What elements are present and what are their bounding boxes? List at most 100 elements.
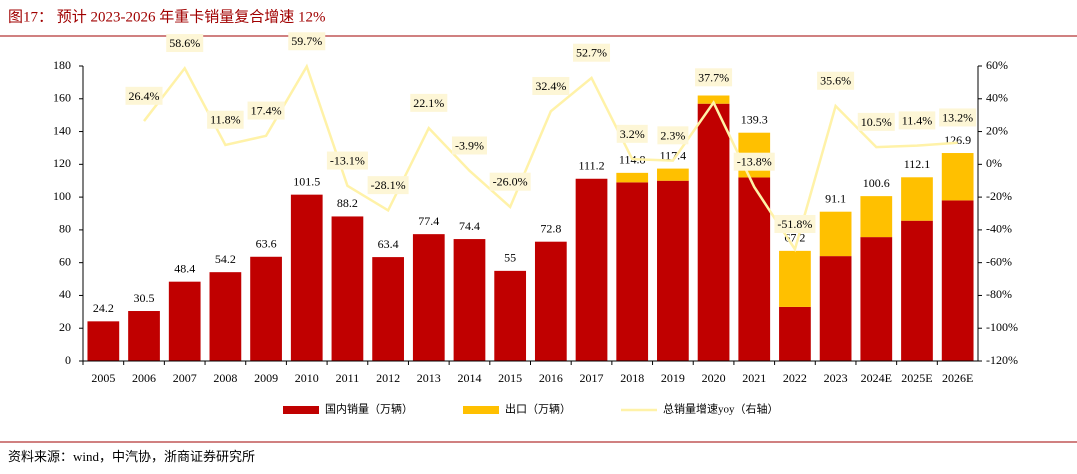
total-label: 48.4 [174,261,195,275]
yoy-label: 11.4% [902,113,933,127]
legend-swatch [463,406,499,414]
yoy-label: 35.6% [820,74,851,88]
x-tick-label: 2017 [580,371,604,385]
bar-segment [168,281,201,361]
x-tick-label: 2016 [539,371,563,385]
yoy-label: 13.2% [942,110,973,124]
yoy-label-box [410,93,448,112]
bar-segment [534,241,567,361]
bar-segment [290,194,323,361]
yoy-label: 26.4% [129,89,160,103]
bar-segment [901,177,933,221]
yoy-label-box [898,111,936,130]
x-tick-label: 2020 [702,371,726,385]
yoy-label-box [657,126,689,145]
total-label: 139.3 [741,112,768,126]
total-label: 112.1 [904,157,931,171]
x-tick-label: 2018 [620,371,644,385]
y2-tick-label: -40% [986,222,1012,236]
x-tick-label: 2006 [132,371,156,385]
x-tick-label: 2010 [295,371,319,385]
source: 资料来源：wind，中汽协，浙商证券研究所 [8,449,255,464]
yoy-label-box [247,101,285,120]
yoy-label: -13.1% [330,154,365,168]
y-tick-label: 20 [59,320,71,334]
yoy-label: 32.4% [535,79,566,93]
y2-tick-label: 20% [986,123,1008,137]
yoy-label-box [326,151,368,170]
yoy-label: 3.2% [620,127,645,141]
bar-segment [616,182,649,361]
y2-tick-label: -60% [986,254,1012,268]
bar-segment [412,234,445,361]
bar-segment [453,239,486,361]
bar-segment [819,256,852,361]
yoy-label: 17.4% [251,104,282,118]
bar-segment [779,250,811,307]
y2-tick-label: 60% [986,58,1008,72]
legend-label: 出口（万辆） [505,402,571,416]
bar-segment [616,172,649,183]
bar-segment [372,257,404,361]
x-tick-label: 2014 [457,371,481,385]
x-tick-label: 2026E [942,371,973,385]
x-tick-label: 2019 [661,371,685,385]
yoy-label-box [573,43,611,62]
bar-segment [779,306,811,361]
total-label: 111.2 [578,159,604,173]
yoy-label: -28.1% [371,178,406,192]
bar-segment [697,103,730,361]
x-tick-label: 2023 [824,371,848,385]
yoy-label: 58.6% [169,36,200,50]
yoy-label: 59.7% [291,34,322,48]
bar-segment [657,180,689,361]
total-label: 101.5 [293,174,320,188]
bar-segment [87,321,120,361]
legend-label: 总销量增速yoy（右轴） [663,402,779,416]
bar-segment [575,178,608,361]
total-label: 88.2 [337,196,358,210]
yoy-label-box [695,68,733,87]
y-tick-label: 140 [53,123,71,137]
yoy-label-box [532,76,570,95]
yoy-label: -3.9% [455,138,484,152]
yoy-label-box [451,136,487,155]
yoy-label-box [166,34,204,53]
y2-tick-label: 0% [986,156,1002,170]
bar-segment [128,311,160,361]
yoy-label: -13.8% [737,155,772,169]
bar-segment [331,216,364,361]
total-label: 24.2 [93,301,114,315]
legend-swatch [283,406,319,414]
y-tick-label: 60 [59,254,71,268]
y-tick-label: 100 [53,189,71,203]
bar-segment [657,168,689,181]
yoy-label-box [367,176,409,195]
chart-title: 图17： 预计 2023-2026 年重卡销量复合增速 12% [8,7,326,25]
bar-segment [941,153,974,201]
yoy-label-box [288,32,326,51]
y2-tick-label: -100% [986,320,1018,334]
x-tick-label: 2013 [417,371,441,385]
x-tick-label: 2005 [91,371,115,385]
yoy-label: 10.5% [861,115,892,129]
yoy-label-box [125,86,163,105]
total-label: 91.1 [825,191,846,205]
yoy-label-box [774,214,816,233]
y2-tick-label: -20% [986,189,1012,203]
total-label: 72.8 [540,221,561,235]
x-tick-label: 2024E [861,371,892,385]
total-label: 74.4 [459,219,480,233]
x-tick-label: 2025E [901,371,932,385]
x-tick-label: 2021 [742,371,766,385]
x-tick-label: 2015 [498,371,522,385]
bar-segment [941,200,974,361]
bar-segment [494,270,527,361]
x-tick-label: 2008 [213,371,237,385]
y2-tick-label: -120% [986,353,1018,367]
y2-tick-label: 40% [986,91,1008,105]
yoy-label-box [207,110,244,129]
bar-segment [738,177,771,361]
total-label: 63.6 [256,237,277,251]
